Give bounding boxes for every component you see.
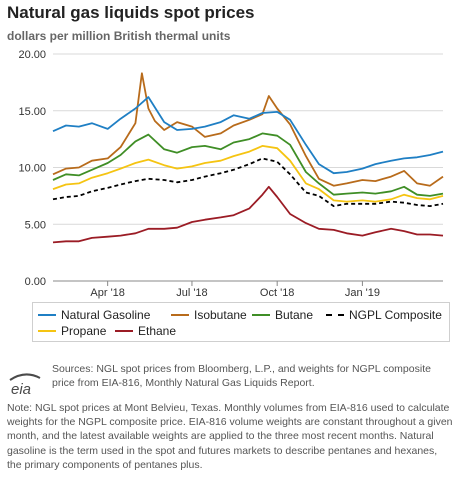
series-line-butane bbox=[52, 132, 444, 197]
legend-item-natural-gasoline: Natural Gasoline bbox=[38, 308, 150, 322]
legend-item-propane: Propane bbox=[38, 324, 106, 338]
legend-swatch bbox=[171, 314, 189, 316]
y-tick-label: 15.00 bbox=[18, 106, 46, 118]
series-lines bbox=[52, 72, 444, 244]
legend-item-isobutane: Isobutane bbox=[171, 308, 247, 322]
legend-label: NGPL Composite bbox=[349, 308, 442, 322]
legend-label: Isobutane bbox=[194, 308, 247, 322]
eia-logo: eia bbox=[9, 373, 41, 397]
y-tick-label: 20.00 bbox=[18, 49, 46, 61]
legend-item-ethane: Ethane bbox=[115, 324, 176, 338]
legend-swatch bbox=[38, 330, 56, 332]
x-axis-ticks: Apr '18 Jul '18 Oct '18 Jan '19 bbox=[90, 281, 380, 299]
x-tick-label: Jul '18 bbox=[176, 287, 207, 299]
sources-text: Sources: NGL spot prices from Bloomberg,… bbox=[52, 363, 431, 389]
note-text: Note: NGL spot prices at Mont Belvieu, T… bbox=[7, 402, 453, 471]
legend-swatch bbox=[326, 314, 344, 316]
line-chart: 0.00 5.00 10.00 15.00 20.00 Apr '18 Jul '18 Oc… bbox=[18, 49, 444, 299]
y-tick-label: 0.00 bbox=[25, 276, 46, 288]
y-tick-label: 10.00 bbox=[18, 163, 46, 175]
legend-item-butane: Butane bbox=[252, 308, 313, 322]
chart-subtitle: dollars per million British thermal unit… bbox=[7, 29, 231, 43]
chart-legend: Natural Gasoline Isobutane Butane NGPL C… bbox=[32, 302, 450, 342]
legend-swatch bbox=[115, 330, 133, 332]
series-line-propane bbox=[52, 144, 444, 203]
legend-label: Propane bbox=[61, 324, 107, 338]
x-tick-label: Jan '19 bbox=[345, 287, 380, 299]
series-line-isobutane bbox=[52, 72, 444, 187]
series-line-natural-gasoline bbox=[52, 96, 444, 175]
x-tick-label: Apr '18 bbox=[90, 287, 125, 299]
legend-label: Natural Gasoline bbox=[61, 308, 151, 322]
legend-item-ngpl-composite: NGPL Composite bbox=[326, 308, 442, 322]
y-axis-ticks: 0.00 5.00 10.00 15.00 20.00 bbox=[18, 49, 46, 288]
y-tick-label: 5.00 bbox=[25, 219, 46, 231]
legend-swatch bbox=[38, 314, 56, 316]
gridlines bbox=[53, 53, 443, 282]
chart-title: Natural gas liquids spot prices bbox=[7, 3, 255, 22]
legend-swatch bbox=[252, 314, 270, 316]
series-line-ngpl-composite bbox=[52, 157, 444, 208]
x-tick-label: Oct '18 bbox=[260, 287, 295, 299]
legend-label: Ethane bbox=[138, 324, 177, 338]
legend-label: Butane bbox=[275, 308, 314, 322]
svg-text:eia: eia bbox=[11, 381, 31, 397]
series-line-ethane bbox=[52, 185, 444, 244]
